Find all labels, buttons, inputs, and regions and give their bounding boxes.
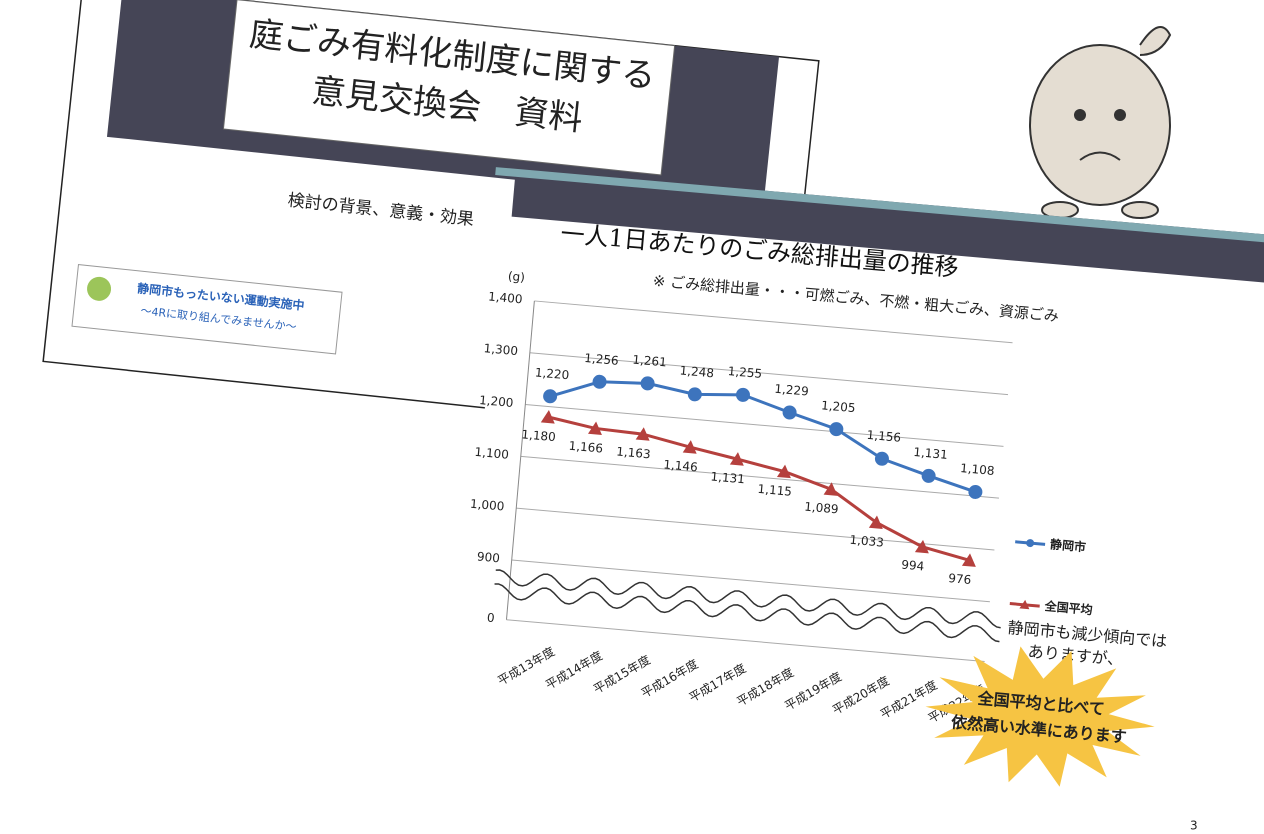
y-tick-label: 1,200 [479,393,514,410]
y-tick-label: 1,300 [483,341,518,358]
data-label: 1,115 [757,482,792,499]
data-label: 976 [948,571,972,587]
marker [587,421,602,436]
axis-break [495,569,1001,629]
marker [540,410,555,424]
grid-line [529,352,1009,396]
marker [961,553,976,567]
grid-line [534,300,1013,344]
data-label: 1,131 [710,469,745,486]
marker [729,452,744,466]
data-label: 1,089 [804,499,839,516]
front-slide: 一人1日あたりのごみ総排出量の推移 ※ ごみ総排出量・・・可燃ごみ、不燃・粗大ご… [453,167,1264,834]
marker [592,374,607,389]
marker [874,451,889,466]
grid-line [506,619,985,663]
back-slide: 庭ごみ有料化制度に関する 意見交換会 資料 検討の背景、意義・効果 静岡市もった… [42,0,820,440]
data-label: 1,166 [568,439,603,456]
marker [921,468,936,483]
marker [829,422,844,437]
marker [635,427,650,441]
y-tick-label: 0 [486,611,495,626]
header-band [511,168,1264,286]
data-label: 1,220 [534,365,569,382]
series-line [549,380,976,494]
data-label: 1,256 [584,351,619,368]
series-line [547,415,970,562]
data-label: 1,248 [679,363,714,380]
legend-label: 全国平均 [1043,598,1093,617]
axis-break [494,583,1000,643]
banner-logo [87,276,112,301]
data-label: 1,180 [521,427,556,444]
legend-label: 静岡市 [1050,536,1087,554]
marker [914,539,929,554]
slide-bg [453,187,1264,834]
marker [640,376,655,391]
data-label: 1,163 [616,444,651,461]
data-label: 994 [901,558,925,574]
data-label: 1,146 [663,457,698,474]
callout-burst [925,646,1155,787]
y-tick-label: 1,400 [488,289,523,306]
marker [776,464,791,479]
data-label: 1,229 [774,382,809,399]
marker [735,387,750,402]
marker [687,387,702,402]
marker [782,405,797,420]
grid-line [525,404,1004,447]
data-label: 1,131 [913,445,948,462]
marker [823,482,838,496]
title-box [222,0,676,176]
banner [71,263,343,355]
marker [968,484,983,499]
data-label: 1,261 [632,353,667,370]
legend-marker [1026,539,1035,548]
grid-line [520,455,999,499]
data-label: 1,156 [866,428,901,445]
y-tick-label: 900 [476,549,500,565]
grid-line [511,559,990,603]
marker [543,389,558,404]
marker [682,440,697,454]
y-axis-label: (g) [507,269,525,284]
page-number: 3 [1190,819,1198,833]
legend-marker [1019,599,1030,610]
data-label: 1,033 [849,533,884,550]
y-tick-label: 1,000 [469,497,504,514]
header-accent [495,167,1264,246]
data-label: 1,255 [727,364,762,381]
mascot [1029,26,1172,219]
data-label: 1,108 [960,461,995,478]
y-tick-label: 1,100 [474,445,509,462]
data-label: 1,205 [821,398,856,415]
y-axis [505,300,535,620]
marker [868,515,883,530]
